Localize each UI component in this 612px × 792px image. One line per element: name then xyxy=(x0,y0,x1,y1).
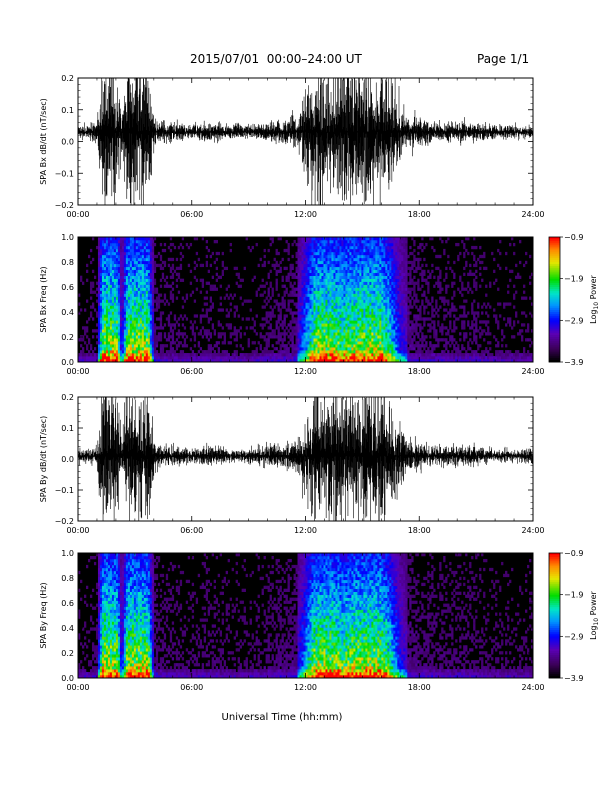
x-tick-label: 06:00 xyxy=(180,683,203,692)
colorbar-tick-label: −3.9 xyxy=(564,674,583,683)
y-tick-label: 0.1 xyxy=(61,424,74,433)
colorbar-tick-label: −1.9 xyxy=(564,591,583,600)
x-tick-label: 18:00 xyxy=(408,210,431,219)
y-tick-label: 0.1 xyxy=(61,106,74,115)
x-tick-label: 18:00 xyxy=(408,683,431,692)
page-number: Page 1/1 xyxy=(477,52,530,66)
panel-4: 00:00 06:00 12:00 18:00 24:00 1.0 0.8 0.6 0.4 0.2… xyxy=(39,549,545,692)
y-tick-label: 0.2 xyxy=(61,649,74,658)
x-tick-label: 24:00 xyxy=(521,367,544,376)
page-title: 2015/07/01 00:00–24:00 UT xyxy=(190,52,362,66)
spectrogram-4 xyxy=(78,553,534,679)
y-axis-label: SPA Bx dB/dt (nT/sec) xyxy=(39,98,48,185)
y-tick-label: 1.0 xyxy=(61,549,74,558)
colorbar-frame xyxy=(548,236,561,363)
y-tick-label: 0.0 xyxy=(61,138,74,147)
x-tick-label: 06:00 xyxy=(180,210,203,219)
y-tick-label: 0.2 xyxy=(61,74,74,83)
series-trace xyxy=(78,397,533,521)
x-tick-label: 18:00 xyxy=(408,367,431,376)
colorbar-frame xyxy=(548,552,561,679)
y-tick-label: 0.8 xyxy=(61,258,74,267)
panel-2: 00:00 06:00 12:00 18:00 24:00 1.0 0.8 0.6 0.4 0.2… xyxy=(39,233,545,376)
colorbar-tick-label: −0.9 xyxy=(564,549,583,558)
x-tick-label: 00:00 xyxy=(66,367,89,376)
y-tick-label: 0.4 xyxy=(61,308,74,317)
colorbar: −0.9 −1.9 −2.9 −3.9 Log10 Power xyxy=(548,233,600,367)
x-tick-label: 12:00 xyxy=(294,210,317,219)
panel-3: 00:00 06:00 12:00 18:00 24:00 0.2 0.1 0.0 −0.1 −0… xyxy=(39,393,545,535)
colorbar-label: Log10 Power xyxy=(589,274,600,323)
x-tick-label: 00:00 xyxy=(66,210,89,219)
y-tick-label: 1.0 xyxy=(61,233,74,242)
y-tick-label: −0.2 xyxy=(55,201,74,210)
y-axis-label: SPA Bx Freq (Hz) xyxy=(39,266,48,332)
x-tick-label: 24:00 xyxy=(521,683,544,692)
spectrogram-2 xyxy=(78,237,534,363)
x-tick-label: 12:00 xyxy=(294,683,317,692)
colorbar-tick-label: −2.9 xyxy=(564,632,583,641)
y-tick-label: −0.1 xyxy=(55,486,74,495)
x-tick-label: 00:00 xyxy=(66,526,89,535)
x-tick-label: 06:00 xyxy=(180,526,203,535)
colorbar-tick-label: −2.9 xyxy=(564,316,583,325)
y-tick-label: 0.6 xyxy=(61,599,74,608)
y-tick-label: 0.6 xyxy=(61,283,74,292)
colorbar-tick-label: −0.9 xyxy=(564,233,583,242)
y-tick-label: 0.0 xyxy=(61,358,74,367)
colorbar-tick-label: −1.9 xyxy=(564,275,583,284)
panel-1: 00:00 06:00 12:00 18:00 24:00 0.2 0.1 0.0 −0.1 −0… xyxy=(39,74,545,219)
y-tick-label: 0.0 xyxy=(61,455,74,464)
y-tick-label: 0.8 xyxy=(61,574,74,583)
x-tick-label: 24:00 xyxy=(521,526,544,535)
colorbar-tick-label: −3.9 xyxy=(564,358,583,367)
x-tick-label: 06:00 xyxy=(180,367,203,376)
y-axis-label: SPA By Freq (Hz) xyxy=(39,582,48,648)
colorbar-label: Log10 Power xyxy=(589,590,600,639)
series-trace xyxy=(78,78,533,205)
y-tick-label: 0.0 xyxy=(61,674,74,683)
y-axis-label: SPA By dB/dt (nT/sec) xyxy=(39,416,48,503)
y-tick-label: 0.4 xyxy=(61,624,74,633)
x-tick-label: 24:00 xyxy=(521,210,544,219)
y-tick-label: 0.2 xyxy=(61,393,74,402)
colorbar: −0.9 −1.9 −2.9 −3.9 Log10 Power xyxy=(548,549,600,683)
x-tick-label: 00:00 xyxy=(66,683,89,692)
x-tick-label: 18:00 xyxy=(408,526,431,535)
x-axis-label: Universal Time (hh:mm) xyxy=(222,712,343,723)
x-tick-label: 12:00 xyxy=(294,367,317,376)
y-tick-label: 0.2 xyxy=(61,333,74,342)
y-tick-label: −0.2 xyxy=(55,517,74,526)
y-tick-label: −0.1 xyxy=(55,169,74,178)
x-tick-label: 12:00 xyxy=(294,526,317,535)
